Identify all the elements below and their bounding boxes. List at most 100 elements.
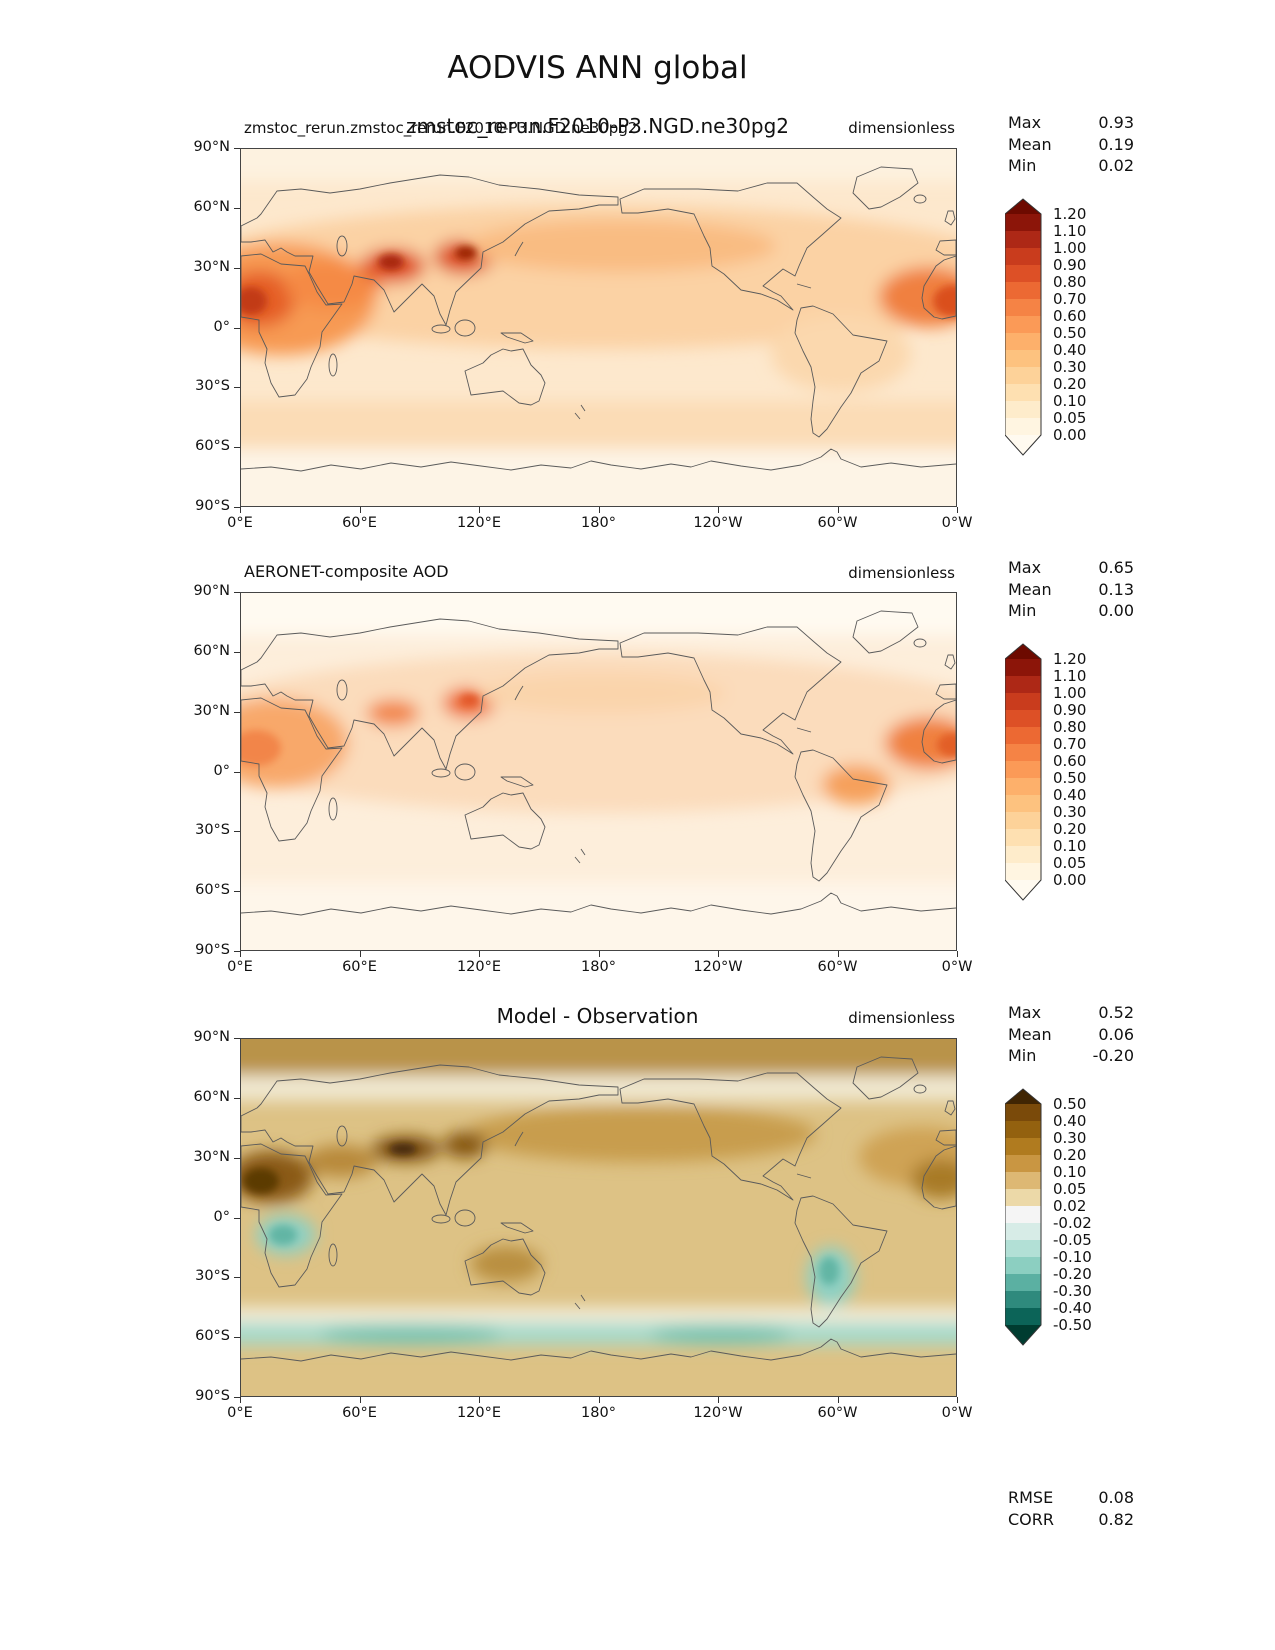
colorbar-svg: 1.201.101.000.900.800.700.600.500.400.30… xyxy=(1004,198,1086,456)
stat-row: Min -0.20 xyxy=(1008,1045,1134,1067)
panel-title: AERONET-composite AOD xyxy=(244,562,449,581)
y-tick-mark xyxy=(234,447,240,449)
x-tick-mark xyxy=(598,507,600,513)
x-tick-label: 60°W xyxy=(817,1405,858,1421)
map-observation: 0°E 60°E 120°E 180° 120°W 60°W 0°W 90°N 60°N 30°… xyxy=(193,583,972,975)
svg-text:-0.10: -0.10 xyxy=(1053,1248,1092,1266)
x-tick-mark xyxy=(240,507,241,513)
stat-label: Max xyxy=(1008,558,1042,577)
x-tick-mark xyxy=(479,1397,480,1403)
x-tick-label: 120°W xyxy=(693,1405,743,1421)
x-tick-label: 180° xyxy=(581,959,616,975)
svg-text:1.00: 1.00 xyxy=(1053,239,1086,257)
svg-text:0.40: 0.40 xyxy=(1053,1112,1086,1130)
stat-value: 0.13 xyxy=(1098,579,1134,599)
stat-label: Min xyxy=(1008,156,1037,175)
x-tick-label: 120°E xyxy=(456,959,502,975)
stat-value: 0.65 xyxy=(1098,558,1134,577)
x-tick-label: 60°E xyxy=(342,515,377,531)
y-tick-label: 30°S xyxy=(195,378,230,395)
stat-label: Mean xyxy=(1008,579,1052,599)
x-axis: 0°E 60°E 120°E 180° 120°W 60°W 0°W xyxy=(227,1396,972,1424)
stats-block-difference: Max 0.52 Mean 0.06 Min -0.20 xyxy=(1008,1002,1134,1067)
svg-text:0.02: 0.02 xyxy=(1053,1197,1086,1215)
y-tick-mark xyxy=(234,1397,240,1398)
y-tick-mark xyxy=(234,711,240,713)
y-tick-mark xyxy=(234,1277,240,1279)
map-observation-svg xyxy=(241,593,956,950)
units-label: dimensionless xyxy=(848,564,955,582)
svg-text:0.20: 0.20 xyxy=(1053,820,1086,838)
x-axis: 0°E 60°E 120°E 180° 120°W 60°W 0°W xyxy=(227,506,972,534)
svg-text:0.30: 0.30 xyxy=(1053,803,1086,821)
y-tick-mark xyxy=(234,1337,240,1339)
x-tick-mark xyxy=(837,1397,839,1403)
svg-text:0.90: 0.90 xyxy=(1053,701,1086,719)
map-model-svg xyxy=(241,149,956,506)
panel-title-run-name: zmstoc_rerun.zmstoc_rerun.F2010-P3.NGD.n… xyxy=(244,119,638,137)
stat-label: RMSE xyxy=(1008,1488,1054,1507)
x-tick-label: 120°E xyxy=(456,515,502,531)
x-tick-mark xyxy=(718,951,719,957)
colorbar-difference: 0.50 0.40 0.30 0.20 0.10 0.05 0.02 -0.02 -0.05 -0… xyxy=(1004,1088,1117,1353)
panel-title: Model - Observation xyxy=(496,1004,699,1028)
x-tick-label: 0°W xyxy=(941,959,973,975)
stat-label: Min xyxy=(1008,601,1037,620)
svg-text:0.70: 0.70 xyxy=(1053,290,1086,308)
colorbar-observation: 1.20 1.10 1.00 0.90 0.80 0.70 0.60 0.50 0.40 0.30… xyxy=(1004,643,1117,908)
panel-title: zmstoc_rerun.F2010-P3.NGD.ne30pg2 xyxy=(405,114,790,138)
stat-value: 0.93 xyxy=(1098,113,1134,132)
panel-header: Model - Observation dimensionless xyxy=(240,1002,955,1032)
x-tick-label: 0°E xyxy=(227,1405,253,1421)
y-tick-label: 60°N xyxy=(193,1088,230,1105)
stat-row: Max 0.65 xyxy=(1008,557,1134,579)
svg-text:-0.50: -0.50 xyxy=(1053,1316,1092,1334)
x-tick-label: 0°W xyxy=(941,515,973,531)
y-tick-label: 60°S xyxy=(195,882,230,899)
y-tick-mark xyxy=(234,831,240,833)
svg-text:0.05: 0.05 xyxy=(1053,1180,1086,1198)
colorbar-model: 1.20 1.10 1.00 0.90 0.80 0.70 0.60 0.50 0.40 0.30… xyxy=(1004,198,1117,463)
x-tick-mark xyxy=(240,1397,241,1403)
y-tick-label: 30°N xyxy=(193,258,230,275)
y-tick-label: 60°S xyxy=(195,1328,230,1345)
stat-label: Max xyxy=(1008,113,1042,132)
y-tick-label: 90°S xyxy=(195,498,230,514)
svg-text:-0.05: -0.05 xyxy=(1053,1231,1092,1249)
x-tick-label: 120°W xyxy=(693,959,743,975)
y-tick-label: 30°N xyxy=(193,1148,230,1165)
svg-text:0.60: 0.60 xyxy=(1053,752,1086,770)
svg-text:0.10: 0.10 xyxy=(1053,392,1086,410)
stat-row: Mean 0.13 xyxy=(1008,579,1134,601)
svg-text:0.20: 0.20 xyxy=(1053,375,1086,393)
svg-text:0.50: 0.50 xyxy=(1053,324,1086,342)
x-tick-label: 180° xyxy=(581,1405,616,1421)
stat-row: Max 0.52 xyxy=(1008,1002,1134,1024)
svg-text:0.05: 0.05 xyxy=(1053,854,1086,872)
x-tick-mark xyxy=(359,507,361,513)
y-tick-label: 90°N xyxy=(193,139,230,155)
svg-text:-0.02: -0.02 xyxy=(1053,1214,1092,1232)
svg-text:-0.20: -0.20 xyxy=(1053,1265,1092,1283)
x-tick-label: 60°E xyxy=(342,1405,377,1421)
svg-text:0.30: 0.30 xyxy=(1053,358,1086,376)
stat-row: Mean 0.06 xyxy=(1008,1024,1134,1046)
x-tick-mark xyxy=(718,1397,719,1403)
y-tick-mark xyxy=(234,207,240,209)
stat-value: 0.02 xyxy=(1098,156,1134,175)
y-tick-label: 0° xyxy=(213,762,230,779)
stat-value: 0.52 xyxy=(1098,1003,1134,1022)
x-tick-mark xyxy=(479,507,480,513)
x-tick-mark xyxy=(957,951,958,957)
y-tick-label: 30°N xyxy=(193,702,230,719)
svg-text:1.10: 1.10 xyxy=(1053,222,1086,240)
x-tick-label: 180° xyxy=(581,515,616,531)
x-tick-mark xyxy=(479,951,480,957)
svg-text:0.20: 0.20 xyxy=(1053,1146,1086,1164)
svg-text:0.10: 0.10 xyxy=(1053,1163,1086,1181)
x-tick-mark xyxy=(837,507,839,513)
x-tick-label: 0°E xyxy=(227,515,253,531)
y-tick-mark xyxy=(234,327,240,329)
x-tick-mark xyxy=(359,951,361,957)
svg-text:0.80: 0.80 xyxy=(1053,273,1086,291)
